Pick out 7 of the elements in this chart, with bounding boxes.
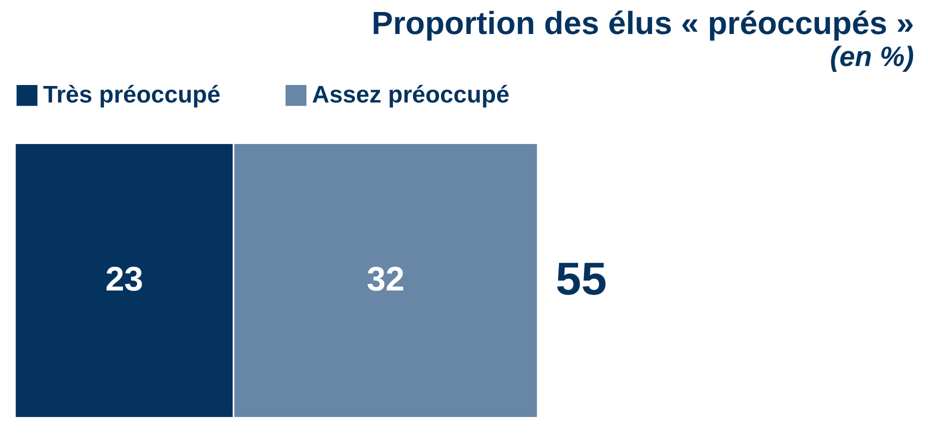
data-label: 23 (105, 260, 144, 298)
text: (en %) (830, 41, 914, 72)
legend-label: Très préoccupé (43, 81, 220, 108)
legend-label: Assez préoccupé (312, 81, 510, 108)
text: Proportion des élus « préoccupés » (372, 5, 914, 41)
total-label: 55 (556, 252, 607, 304)
data-label: 32 (366, 260, 405, 298)
